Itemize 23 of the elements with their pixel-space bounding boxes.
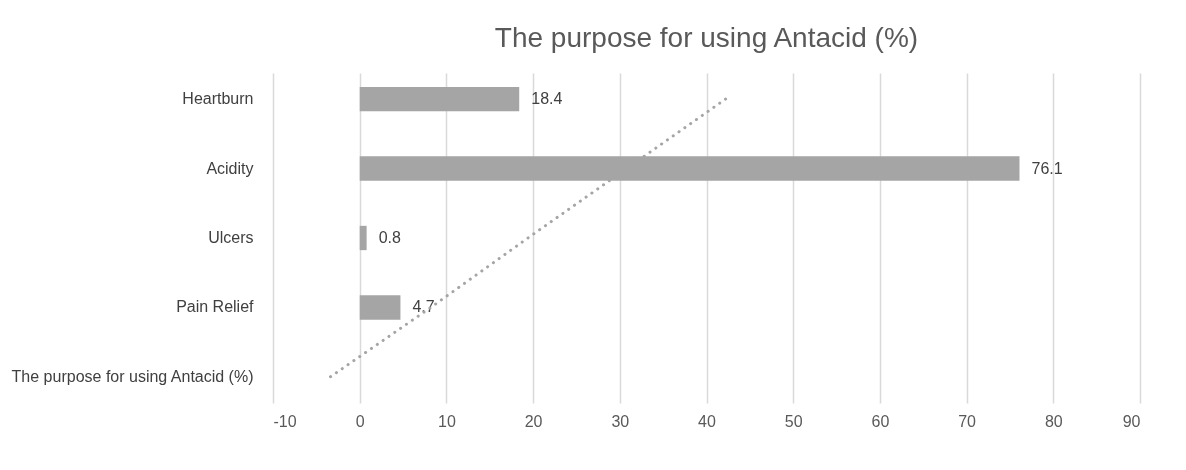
bar xyxy=(359,225,367,251)
x-tick-label: 40 xyxy=(698,412,716,430)
y-tick-label: The purpose for using Antacid (%) xyxy=(11,367,254,385)
y-tick-label: Pain Relief xyxy=(176,298,255,316)
chart-title: The purpose for using Antacid (%) xyxy=(494,22,919,53)
x-tick-label: -10 xyxy=(273,412,297,430)
bar xyxy=(359,295,401,320)
x-tick-label: 10 xyxy=(438,412,456,430)
x-tick-label: 50 xyxy=(784,412,803,430)
data-label: 0.8 xyxy=(378,229,401,246)
x-tick-label: 80 xyxy=(1044,412,1063,430)
y-tick-label: Heartburn xyxy=(182,90,254,108)
x-tick-label: 20 xyxy=(524,412,543,430)
y-tick-label: Acidity xyxy=(206,159,254,177)
x-tick-label: 90 xyxy=(1122,412,1141,430)
x-tick-label: 0 xyxy=(355,412,365,430)
x-tick-label: 70 xyxy=(958,412,977,430)
data-label: 76.1 xyxy=(1031,159,1063,177)
data-label: 18.4 xyxy=(531,90,563,108)
x-tick-label: 30 xyxy=(611,412,630,430)
bar xyxy=(359,86,520,112)
y-tick-label: Ulcers xyxy=(208,229,254,246)
x-tick-label: 60 xyxy=(871,412,890,430)
